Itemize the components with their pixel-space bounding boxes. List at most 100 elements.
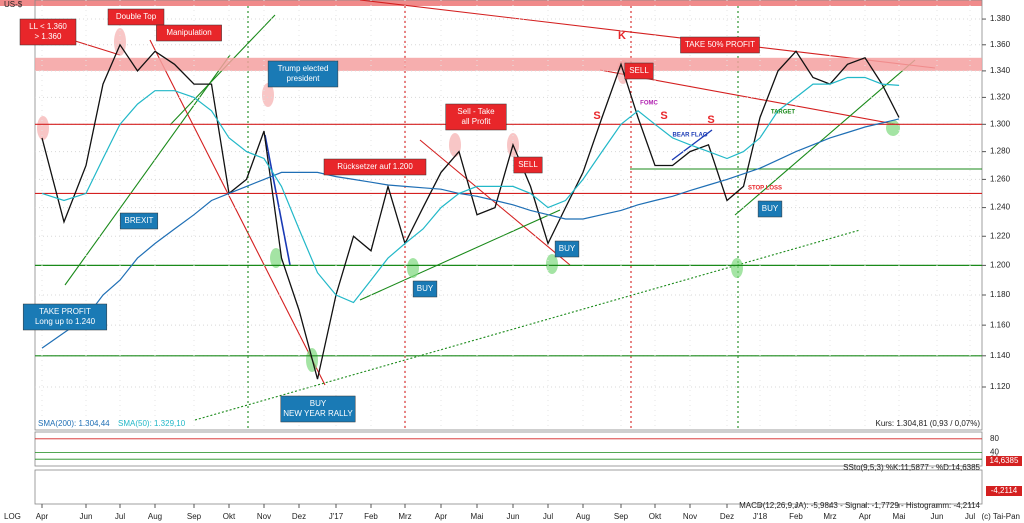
annotation-text: Double Top: [116, 12, 157, 21]
annotation: Manipulation: [156, 24, 222, 42]
copyright: (c) Tai-Pan: [981, 512, 1020, 521]
annotation-text: > 1.360: [35, 32, 62, 41]
annotation-text: Trump elected: [278, 64, 329, 73]
x-tick-label: Sep: [187, 512, 202, 521]
x-tick-label: J'18: [753, 512, 768, 521]
annotation: BREXIT: [119, 212, 159, 230]
annotation: BEAR FLAG: [673, 133, 708, 139]
annotation-box: [445, 103, 507, 131]
x-tick-label: Feb: [789, 512, 803, 521]
annotation-text: NEW YEAR RALLY: [283, 409, 353, 418]
annotation-text: TARGET: [771, 110, 796, 116]
top-band: [0, 0, 982, 6]
annotation-box: [22, 303, 108, 331]
annotation-text: Manipulation: [166, 28, 211, 37]
annotation-text: STOP LOSS: [748, 186, 782, 192]
x-tick-label: Jul: [965, 512, 975, 521]
x-tick-label: Sep: [614, 512, 629, 521]
annotation-box: [19, 18, 77, 46]
annotation-text: LL < 1.360: [29, 22, 67, 31]
macd-last-label: -4,2114: [991, 486, 1018, 495]
annotation: FOMC: [640, 101, 658, 107]
unit-label: US-$: [4, 0, 23, 9]
annotation-text: FOMC: [640, 101, 658, 107]
x-tick-label: Dez: [292, 512, 306, 521]
x-tick-label: Feb: [364, 512, 378, 521]
annotation-text: BEAR FLAG: [673, 133, 708, 139]
x-tick-label: J'17: [329, 512, 344, 521]
annotation-box: [267, 60, 339, 88]
y-tick-label: 1.180: [990, 290, 1011, 299]
annotation: STOP LOSS: [748, 186, 782, 192]
x-tick-label: Apr: [859, 512, 872, 521]
annotation: S: [660, 110, 667, 122]
annotation-text: TAKE PROFIT: [39, 307, 91, 316]
annotation-text: SELL: [518, 160, 538, 169]
annotation: S: [707, 114, 714, 126]
resistance-zone: [35, 57, 982, 71]
annotation-box: [323, 158, 427, 176]
annotation-box: [156, 24, 222, 42]
x-tick-label: Jul: [115, 512, 125, 521]
annotation: SELL: [624, 62, 654, 80]
y-tick-label: 1.160: [990, 320, 1011, 329]
y-tick-label: 1.340: [990, 66, 1011, 75]
annotation-text: S: [660, 110, 667, 122]
annotation-text: BUY: [559, 244, 576, 253]
annotation: LL < 1.360> 1.360: [19, 18, 77, 46]
x-tick-label: Jun: [507, 512, 520, 521]
y-tick-label: 1.300: [990, 119, 1011, 128]
annotation-text: TAKE 50% PROFIT: [685, 40, 755, 49]
x-tick-label: Nov: [257, 512, 271, 521]
price-line: [41, 43, 900, 380]
stoch-last-label: 14,6385: [990, 456, 1019, 465]
annotation: Rücksetzer auf 1.200: [323, 158, 427, 176]
annotation-text: SELL: [629, 66, 649, 75]
annotation: S: [593, 110, 600, 122]
plot-frame: [34, 0, 983, 505]
x-tick-label: Aug: [576, 512, 590, 521]
annotation-text: Long up to 1.240: [35, 317, 96, 326]
legend-entry: SMA(200): 1.304,44: [38, 419, 110, 428]
annotation-box: [119, 212, 159, 230]
annotation-box: [624, 62, 654, 80]
macd-last-box: [986, 486, 1022, 496]
annotation-text: BUY: [417, 284, 434, 293]
y-tick-label: 1.140: [990, 351, 1011, 360]
y-tick-label: 1.200: [990, 260, 1011, 269]
x-tick-label: Dez: [720, 512, 734, 521]
stoch-title: SSto(9,5,3) %K:11,5877 - %D:14,6385: [843, 463, 980, 472]
y-tick-label: 1.320: [990, 93, 1011, 102]
x-tick-label: Jun: [931, 512, 944, 521]
annotation-text: all Profit: [462, 117, 492, 126]
y-tick-label: 1.260: [990, 175, 1011, 184]
x-tick-label: Okt: [649, 512, 662, 521]
x-tick-label: Apr: [36, 512, 49, 521]
annotation-box: [107, 8, 165, 26]
x-tick-label: Jul: [543, 512, 553, 521]
annotation-text: president: [287, 74, 321, 83]
x-tick-label: Mrz: [398, 512, 411, 521]
annotation-box: [513, 156, 543, 174]
sma-line: [41, 118, 900, 349]
x-tick-label: Jun: [80, 512, 93, 521]
stoch-tick-label: 40: [990, 448, 999, 457]
scale-label: LOG: [4, 512, 21, 521]
y-tick-label: 1.380: [990, 14, 1011, 23]
annotation-box: [554, 240, 580, 258]
sma-line: [41, 76, 900, 304]
y-tick-label: 1.220: [990, 231, 1011, 240]
stoch-tick-label: 80: [990, 434, 999, 443]
annotation-text: Sell - Take: [457, 107, 495, 116]
annotation: K: [618, 30, 626, 42]
x-tick-label: Aug: [148, 512, 162, 521]
y-tick-label: 1.280: [990, 147, 1011, 156]
annotation-box: [680, 36, 760, 54]
x-tick-label: Nov: [683, 512, 697, 521]
